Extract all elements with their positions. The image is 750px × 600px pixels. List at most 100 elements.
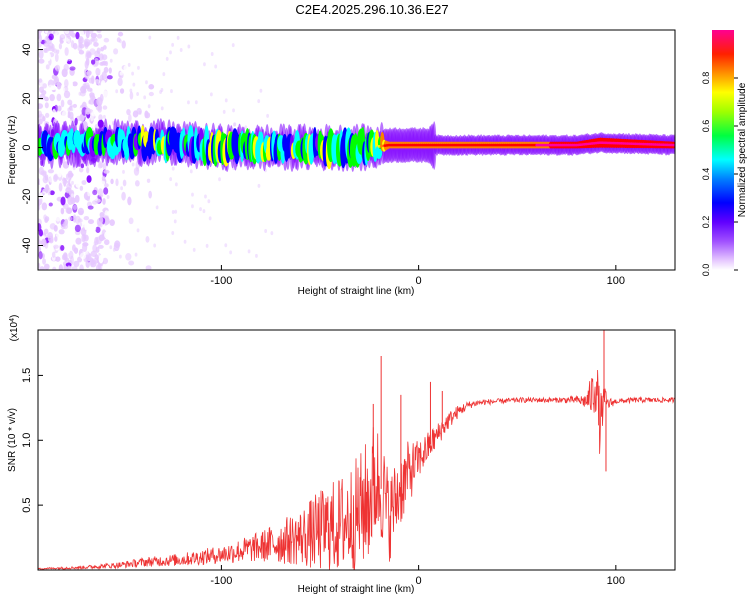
- heatmap-noise-cell: [44, 36, 50, 45]
- heatmap-noise-cell: [51, 251, 56, 258]
- heatmap-noise-cell: [38, 34, 43, 43]
- heatmap-noise-cell: [131, 162, 135, 167]
- heatmap-noise-cell: [60, 99, 65, 108]
- heatmap-noise-cell: [58, 43, 63, 50]
- y-tick-label: 40: [21, 43, 33, 55]
- heatmap-noise-cell: [93, 213, 98, 218]
- heatmap-noise-cell: [179, 48, 183, 53]
- y-tick-label: 1.5: [21, 368, 33, 383]
- heatmap-noise-cell: [100, 80, 106, 88]
- heatmap-noise-cell: [83, 215, 90, 221]
- heatmap-noise-cell: [75, 31, 80, 40]
- heatmap-noise-cell: [145, 80, 148, 85]
- heatmap-noise-cell: [48, 46, 55, 52]
- heatmap-noise-cell: [43, 228, 49, 235]
- heatmap-noise-cell: [115, 89, 119, 94]
- heatmap-noise-cell: [90, 225, 97, 232]
- heatmap-noise-cell: [117, 77, 123, 87]
- heatmap-noise-cell: [195, 36, 199, 41]
- heatmap-noise-cell: [210, 52, 214, 57]
- heatmap-noise-cell: [49, 93, 55, 102]
- heatmap-noise-cell: [122, 179, 127, 187]
- heatmap-noise-cell: [142, 70, 149, 78]
- heatmap-noise-cell: [233, 70, 237, 75]
- heatmap-noise-cell: [124, 79, 128, 85]
- heatmap-noise-cell: [173, 219, 177, 224]
- heatmap-noise-cell: [79, 264, 84, 270]
- heatmap-noise-cell: [103, 239, 110, 246]
- heatmap-noise-cell: [169, 177, 173, 182]
- heatmap-noise-cell: [108, 67, 112, 74]
- heatmap-noise-cell: [79, 185, 84, 191]
- heatmap-noise-cell: [72, 204, 78, 210]
- heatmap-noise-cell: [222, 109, 226, 114]
- x-tick-label: -100: [210, 275, 232, 287]
- heatmap-noise-cell: [86, 166, 90, 174]
- heatmap-noise-cell: [244, 125, 248, 130]
- heatmap-noise-cell: [106, 215, 109, 220]
- heatmap-noise-cell: [102, 90, 108, 98]
- heatmap-noise-cell: [102, 198, 106, 205]
- heatmap-noise-cell: [104, 210, 109, 216]
- heatmap-noise-cell: [113, 48, 119, 55]
- heatmap-noise-cell: [218, 177, 221, 182]
- heatmap-noise-cell: [66, 243, 70, 249]
- heatmap-noise-cell: [55, 216, 61, 222]
- heatmap-noise-cell: [131, 71, 135, 76]
- heatmap-noise-cell: [42, 83, 47, 89]
- heatmap-noise-cell: [71, 53, 76, 60]
- heatmap-noise-cell: [152, 183, 156, 188]
- heatmap-noise-cell: [101, 54, 108, 61]
- heatmap-noise-cell: [104, 183, 109, 188]
- heatmap-noise-cell: [109, 219, 115, 227]
- x-tick-label: 100: [607, 275, 625, 287]
- heatmap-noise-cell: [62, 252, 68, 260]
- heatmap-noise-cell: [130, 265, 136, 270]
- heatmap-noise-cell: [56, 191, 62, 196]
- colorbar-tick-label: 0.2: [701, 216, 711, 229]
- heatmap-noise-cell: [99, 61, 105, 66]
- heatmap-noise-cell: [44, 30, 49, 34]
- heatmap-noise-cell: [39, 266, 45, 270]
- heatmap-noise-cell: [48, 202, 53, 207]
- heatmap-noise-cell: [117, 31, 124, 37]
- heatmap-noise-cell: [119, 88, 125, 94]
- colorbar-tick-label: 0.4: [701, 168, 711, 181]
- heatmap-noise-cell: [102, 162, 107, 172]
- heatmap-noise-cell: [52, 174, 58, 182]
- heatmap-noise-cell: [97, 188, 103, 197]
- heatmap-noise-cell: [148, 190, 153, 199]
- heatmap-noise-cell: [138, 110, 142, 115]
- heatmap-noise-cell: [55, 30, 59, 35]
- y-tick-label: 20: [21, 92, 33, 104]
- heatmap-noise-cell: [89, 92, 95, 98]
- heatmap-noise-cell: [171, 210, 175, 215]
- heatmap-noise-cell: [229, 250, 233, 255]
- heatmap-noise-cell: [257, 99, 261, 104]
- heatmap-noise-cell: [65, 262, 72, 267]
- heatmap-noise-cell: [44, 102, 49, 109]
- heatmap-noise-cell: [94, 79, 100, 85]
- heatmap-noise-cell: [57, 168, 62, 178]
- heatmap-noise-cell: [38, 262, 41, 269]
- heatmap-noise-cell: [83, 38, 90, 48]
- heatmap-noise-cell: [146, 178, 151, 183]
- spectrogram-heatmap: [38, 30, 675, 270]
- heatmap-noise-cell: [40, 170, 47, 176]
- heatmap-noise-cell: [67, 170, 74, 179]
- heatmap-noise-cell: [191, 192, 194, 197]
- heatmap-noise-cell: [102, 45, 107, 50]
- heatmap-noise-cell: [202, 209, 206, 214]
- heatmap-noise-cell: [72, 103, 78, 108]
- heatmap-noise-cell: [45, 73, 53, 78]
- heatmap-noise-cell: [89, 88, 93, 93]
- heatmap-noise-cell: [257, 183, 261, 188]
- heatmap-noise-cell: [87, 30, 94, 35]
- heatmap-noise-cell: [90, 59, 96, 65]
- heatmap-noise-cell: [147, 104, 151, 109]
- heatmap-noise-cell: [71, 169, 77, 174]
- heatmap-noise-cell: [56, 93, 62, 102]
- heatmap-noise-cell: [49, 222, 56, 230]
- heatmap-noise-cell: [171, 42, 175, 47]
- heatmap-noise-cell: [98, 254, 104, 264]
